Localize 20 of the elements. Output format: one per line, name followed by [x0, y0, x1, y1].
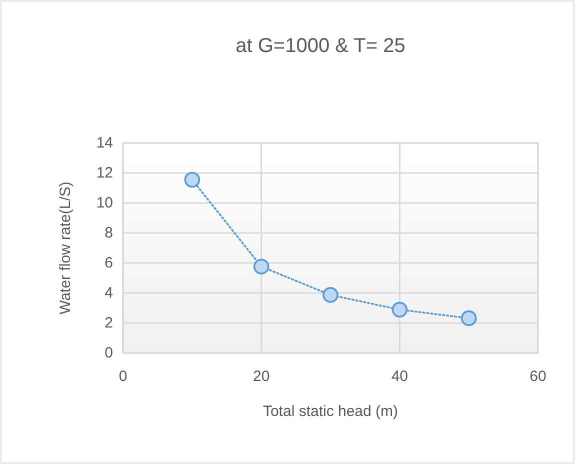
y-tick-label: 12	[96, 164, 113, 182]
x-tick-label: 60	[530, 368, 546, 385]
y-tick-label: 4	[104, 284, 113, 302]
y-tick-label: 8	[104, 224, 113, 242]
y-tick-label: 2	[104, 314, 113, 332]
y-tick-label: 0	[104, 344, 113, 362]
x-tick-label: 20	[252, 368, 270, 385]
y-tick-label: 10	[96, 194, 113, 212]
x-tick-label: 40	[391, 368, 408, 385]
point	[253, 258, 270, 274]
point	[184, 172, 200, 188]
y-tick-label: 6	[104, 254, 113, 272]
y-tick-label: 14	[96, 134, 113, 152]
point	[460, 310, 477, 326]
chart-title: at G=1000 & T= 25	[236, 35, 406, 57]
point	[392, 302, 408, 318]
point	[322, 287, 338, 303]
x-tick-label: 0	[118, 368, 128, 385]
y-axis-title: Water flow rate(L/S)	[57, 182, 74, 314]
x-axis-title: Total static head (m)	[262, 403, 398, 420]
